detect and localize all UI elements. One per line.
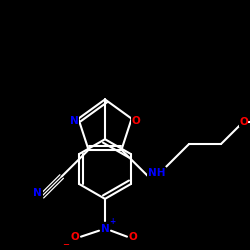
Text: N: N — [70, 116, 79, 126]
Text: O: O — [71, 232, 80, 242]
Text: N: N — [100, 224, 110, 234]
Text: −: − — [62, 240, 70, 249]
Text: N: N — [34, 188, 42, 198]
Text: O: O — [131, 116, 140, 126]
Text: O: O — [128, 232, 138, 242]
Text: +: + — [109, 217, 115, 226]
Text: NH: NH — [148, 168, 165, 177]
Text: O: O — [239, 116, 248, 126]
